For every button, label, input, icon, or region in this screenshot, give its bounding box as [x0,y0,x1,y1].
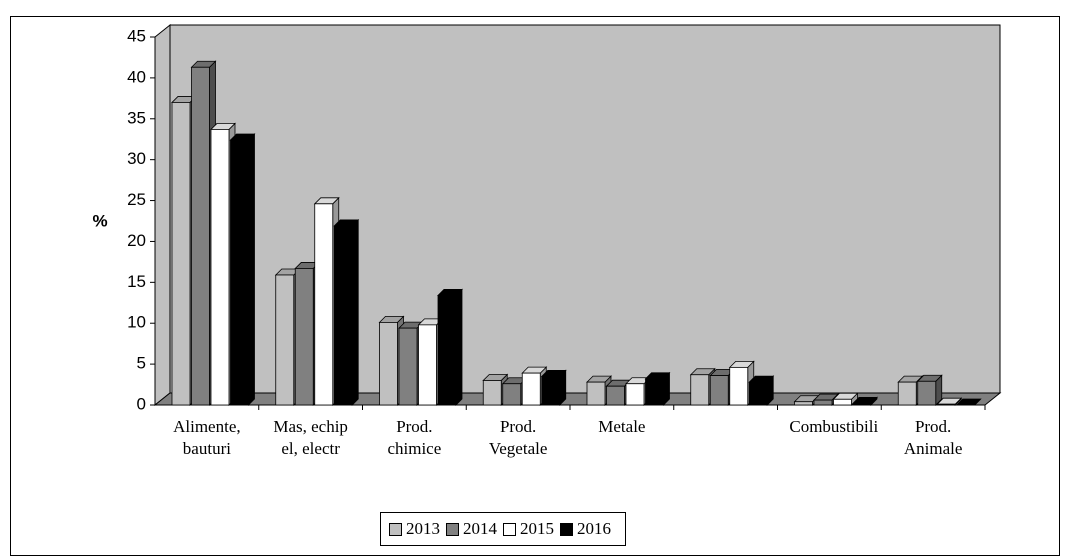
bar [418,324,437,406]
legend-item: 2016 [560,519,611,539]
bar [333,225,353,406]
bar-top [955,398,982,406]
bar [833,398,852,406]
y-tick-label: 20 [127,231,146,250]
y-tick-label: 45 [127,26,146,45]
legend-label: 2015 [520,519,554,538]
x-tick-label: Metale [598,417,646,436]
bar [230,139,249,406]
bar [314,203,334,406]
legend-swatch [389,522,402,536]
y-tick-label: 15 [127,272,146,291]
y-tick-label: 10 [127,313,146,332]
legend-item: 2014 [446,519,497,539]
y-tick-label: 5 [137,354,146,373]
x-tick-label: Prod. Vegetale [488,417,548,458]
x-tick-label: Alimente, bauturi [173,417,241,458]
bar [897,381,917,406]
y-tick-label: 25 [127,190,146,209]
x-tick-label: Combustibili [789,417,879,436]
legend-swatch [503,522,516,536]
y-tick-label: 40 [127,67,146,86]
bar [437,295,457,406]
x-tick-label: Prod. chimice [387,417,442,458]
y-axis-label: % [92,211,107,230]
bar [275,274,295,406]
legend-label: 2013 [406,519,440,538]
side-wall [154,23,171,407]
bar [541,375,561,406]
bar [748,381,768,406]
legend-item: 2015 [503,519,554,539]
y-tick-label: 30 [127,149,146,168]
bar [690,374,710,406]
legend: 2013 2014 2015 2016 [380,512,626,546]
bar [294,268,314,406]
legend-label: 2016 [577,519,611,538]
bar [521,372,541,406]
bar [171,102,191,406]
legend-swatch [560,522,573,536]
x-tick-label: Mas, echip el, electr [273,417,348,458]
bar [729,366,749,406]
bar [379,322,398,406]
bar [482,380,502,406]
bar [606,385,625,406]
bar [191,66,210,406]
bar-side [248,133,255,406]
bar [936,403,956,406]
bar [709,375,729,406]
x-tick-label: Prod. Animale [903,417,963,458]
legend-swatch [446,522,459,536]
bar [645,378,664,406]
bar-side [351,218,359,406]
y-tick-label: 0 [137,394,146,413]
bar [794,401,813,406]
bar [210,129,230,406]
bar [502,383,522,406]
bar [917,380,937,406]
bar-side [455,288,463,406]
y-tick-label: 35 [127,108,146,127]
bar [625,383,645,406]
bar [398,327,418,406]
bar [852,402,872,406]
legend-item: 2013 [389,519,440,539]
legend-label: 2014 [463,519,497,538]
bar [813,399,833,406]
bar [586,381,606,406]
